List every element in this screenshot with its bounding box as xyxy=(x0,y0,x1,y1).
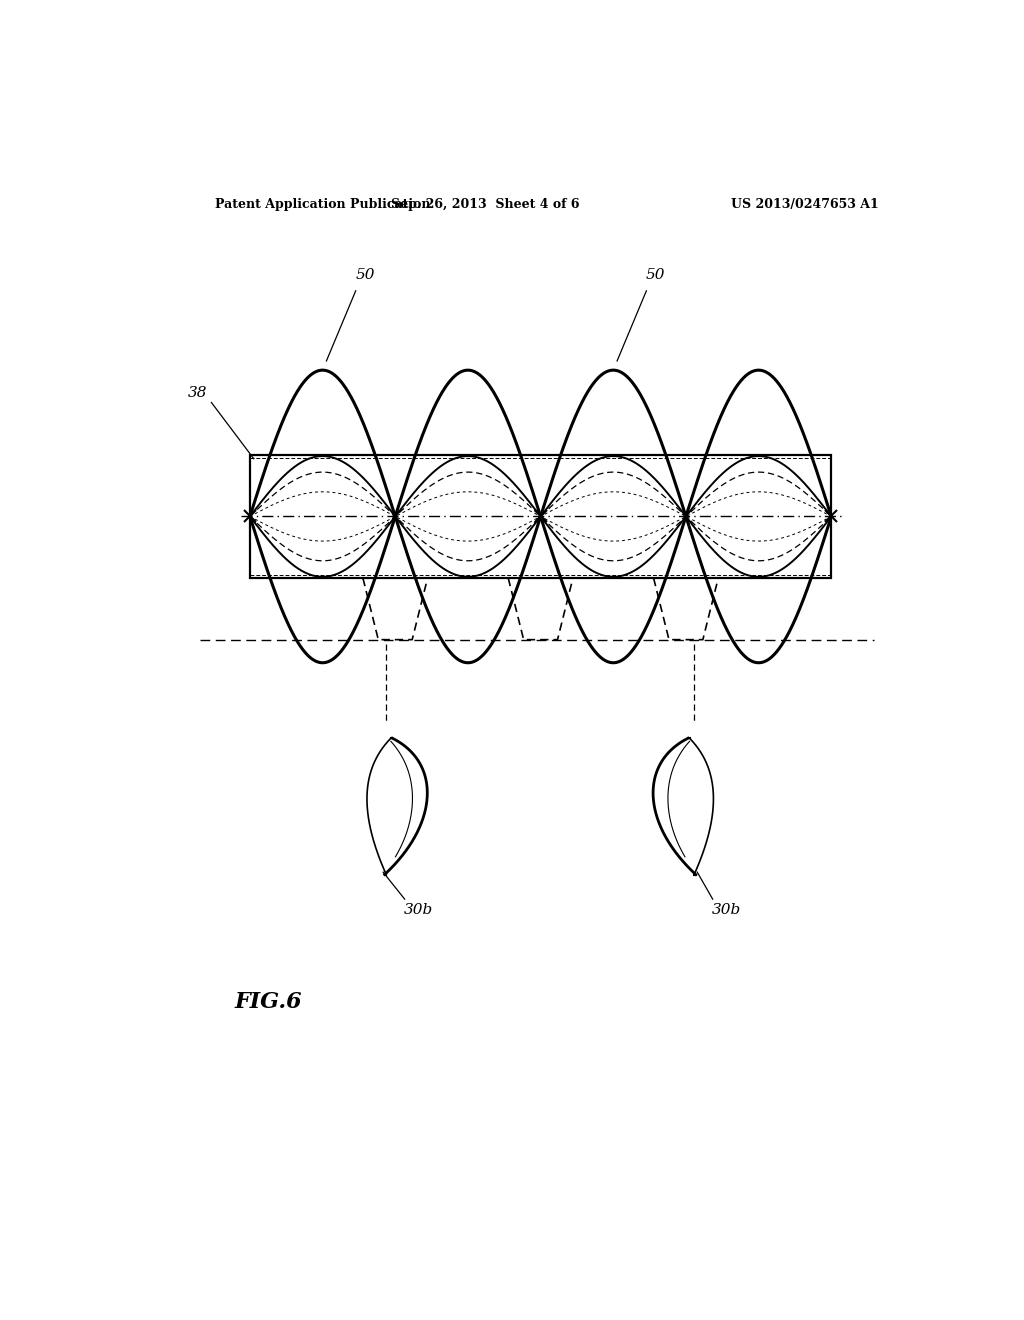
Text: 50: 50 xyxy=(355,268,375,281)
Text: FIG.6: FIG.6 xyxy=(234,991,302,1014)
Text: 30b: 30b xyxy=(403,903,433,917)
Bar xyxy=(250,455,831,578)
Text: US 2013/0247653 A1: US 2013/0247653 A1 xyxy=(731,198,879,211)
Text: Sep. 26, 2013  Sheet 4 of 6: Sep. 26, 2013 Sheet 4 of 6 xyxy=(390,198,579,211)
Text: 30b: 30b xyxy=(712,903,741,917)
Text: Patent Application Publication: Patent Application Publication xyxy=(215,198,431,211)
Text: 50: 50 xyxy=(646,268,666,281)
Text: 38: 38 xyxy=(188,387,208,400)
